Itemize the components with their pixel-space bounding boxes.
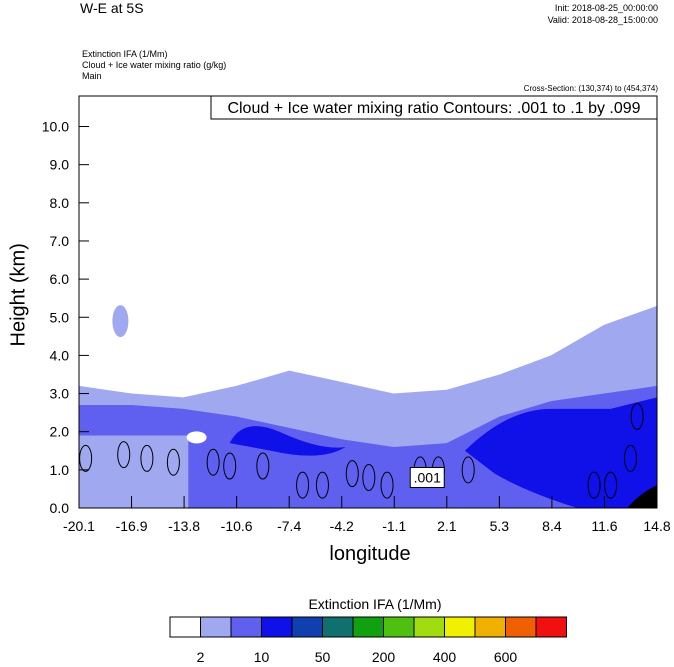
- x-tick-label: 2.1: [437, 518, 457, 534]
- y-tick-label: 7.0: [50, 233, 70, 249]
- x-tick-label: 14.8: [643, 518, 670, 534]
- init-time: Init: 2018-08-25_00:00:00: [554, 3, 658, 13]
- x-tick-label: -7.4: [277, 518, 301, 534]
- contour-line: [315, 471, 329, 499]
- x-tick-label: -1.1: [382, 518, 406, 534]
- contour-line: [79, 444, 93, 472]
- contour-line: [604, 471, 618, 499]
- y-tick-label: 6.0: [50, 271, 70, 287]
- colorbar-label: 400: [433, 649, 457, 665]
- subtitle-line-2: Cloud + Ice water mixing ratio (g/kg): [82, 60, 227, 70]
- cross-section-label: Cross-Section: (130,374) to (454,374): [523, 84, 658, 93]
- colorbar-swatch: [200, 616, 232, 638]
- colorbar-swatch: [261, 616, 293, 638]
- colorbar-swatch: [169, 616, 201, 638]
- colorbar-swatch: [291, 616, 323, 638]
- contour-line: [380, 471, 394, 499]
- x-tick-label: -20.1: [63, 518, 95, 534]
- colorbar-swatch: [383, 616, 415, 638]
- colorbar-label: 50: [315, 649, 331, 665]
- colorbar-swatch: [322, 616, 354, 638]
- contour-line: [362, 463, 376, 491]
- contour-line: [345, 460, 359, 488]
- colorbar-label: 2: [197, 649, 205, 665]
- extinction-layer-3-east: [464, 397, 657, 508]
- y-tick-label: 4.0: [50, 347, 70, 363]
- valid-time: Valid: 2018-08-28_15:00:00: [547, 15, 658, 25]
- contour-line: [461, 456, 475, 484]
- contour-line: [256, 452, 270, 480]
- y-tick-label: 0.0: [50, 500, 70, 516]
- y-tick-label: 2.0: [50, 424, 70, 440]
- x-tick-label: 11.6: [591, 518, 617, 534]
- extinction-dark-corner: [627, 485, 657, 508]
- x-tick-label: 5.3: [490, 518, 510, 534]
- x-tick-label: -4.2: [330, 518, 354, 534]
- contour-line: [223, 452, 237, 480]
- contour-line: [587, 471, 601, 499]
- contour-line: [296, 471, 310, 499]
- y-tick-label: 8.0: [50, 195, 70, 211]
- contour-line: [117, 441, 131, 469]
- colorbar-swatch: [474, 616, 506, 638]
- colorbar-swatch: [505, 616, 537, 638]
- colorbar-label: 600: [494, 649, 518, 665]
- chart-title: W-E at 5S: [80, 0, 144, 16]
- extinction-blob-upper: [112, 305, 129, 338]
- contour-line: [630, 402, 644, 430]
- y-tick-label: 9.0: [50, 157, 70, 173]
- colorbar-label: 10: [254, 649, 270, 665]
- x-tick-label: 8.4: [542, 518, 562, 534]
- y-tick-label: 10.0: [42, 119, 69, 135]
- colorbar-swatch: [230, 616, 262, 638]
- x-tick-label: -10.6: [221, 518, 253, 534]
- x-tick-label: -16.9: [116, 518, 148, 534]
- y-tick-label: 1.0: [50, 462, 70, 478]
- colorbar-label: 200: [372, 649, 396, 665]
- contour-info-box: [210, 95, 658, 120]
- contour-info-text: Cloud + Ice water mixing ratio Contours:…: [227, 100, 640, 117]
- subtitle-line-1: Extinction IFA (1/Mm): [82, 49, 168, 59]
- contour-line: [206, 448, 220, 476]
- extinction-layer-3-west: [229, 426, 346, 456]
- subtitle-line-3: Main: [82, 71, 102, 81]
- contour-label: .001: [414, 469, 441, 485]
- contour-line: [166, 448, 180, 476]
- contour-label-box: [409, 466, 445, 488]
- colorbar-swatch: [413, 616, 445, 638]
- x-tick-label: -13.8: [168, 518, 200, 534]
- extinction-gap: [186, 431, 207, 444]
- colorbar-swatch: [444, 616, 476, 638]
- x-axis-label: longitude: [329, 543, 411, 565]
- y-tick-label: 5.0: [50, 309, 70, 325]
- colorbar-swatch: [535, 616, 567, 638]
- colorbar-swatch: [352, 616, 384, 638]
- y-tick-label: 3.0: [50, 386, 70, 402]
- colorbar-title: Extinction IFA (1/Mm): [308, 596, 442, 612]
- contour-line: [624, 444, 638, 472]
- extinction-lower-slab: [79, 435, 189, 508]
- contour-line: [140, 444, 154, 472]
